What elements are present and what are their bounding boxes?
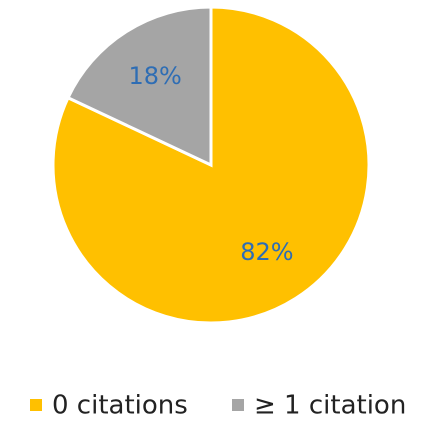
legend-label: 0 citations [52, 391, 188, 421]
legend-label: ≥ 1 citation [254, 391, 406, 421]
value-label: 18% [128, 62, 181, 90]
legend-swatch [232, 399, 244, 411]
value-label: 82% [240, 238, 293, 266]
pie-slice [66, 5, 213, 168]
legend-swatch [30, 399, 42, 411]
